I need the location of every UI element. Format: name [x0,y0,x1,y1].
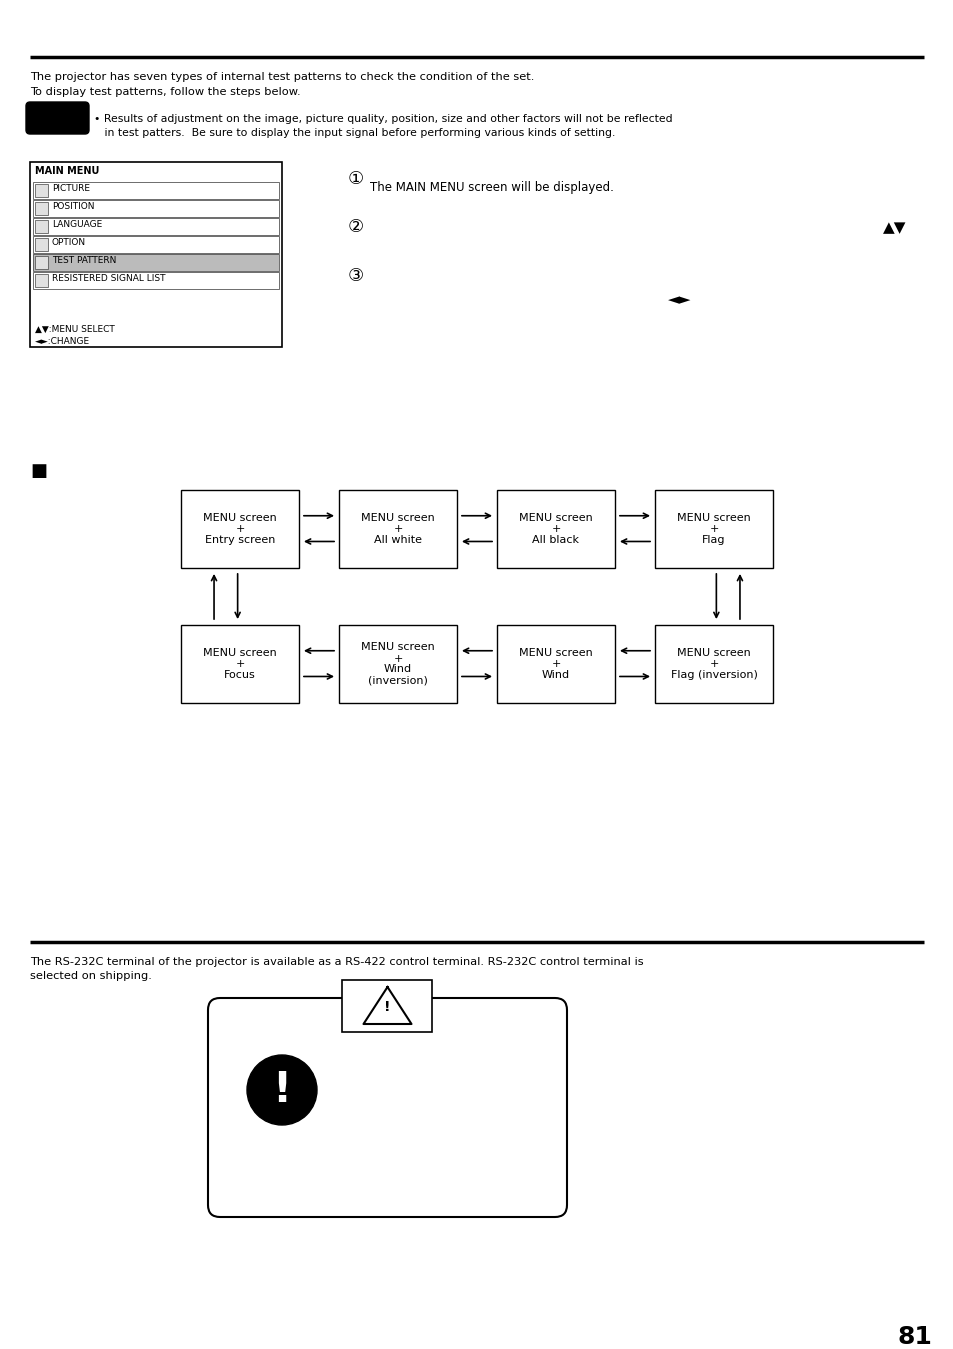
Bar [342,979,432,1032]
Circle shape [247,1055,316,1125]
Text: MAIN MENU: MAIN MENU [35,166,99,175]
Text: PICTURE: PICTURE [52,183,90,193]
Text: ①: ① [348,170,364,188]
Bar [35,274,48,287]
Bar [338,490,456,568]
Text: All black: All black [532,536,578,545]
Bar [497,625,615,703]
Text: ③: ③ [348,267,364,285]
Text: All white: All white [374,536,421,545]
Text: The RS-232C terminal of the projector is available as a RS-422 control terminal.: The RS-232C terminal of the projector is… [30,956,643,967]
Bar [35,237,48,251]
Text: The MAIN MENU screen will be displayed.: The MAIN MENU screen will be displayed. [370,181,613,194]
Text: Flag (inversion): Flag (inversion) [670,670,757,680]
Text: MENU screen: MENU screen [518,513,592,523]
Text: +: + [551,523,560,534]
Bar [33,272,278,289]
Text: POSITION: POSITION [52,202,94,210]
Text: RESISTERED SIGNAL LIST: RESISTERED SIGNAL LIST [52,274,165,283]
Text: MENU screen: MENU screen [518,648,592,658]
Text: !: ! [273,1068,292,1112]
Bar [35,202,48,214]
Text: Wind: Wind [383,665,412,674]
Bar [655,490,772,568]
Bar [33,236,278,254]
Bar [30,162,282,347]
Text: The projector has seven types of internal test patterns to check the condition o: The projector has seven types of interna… [30,71,534,82]
Bar [181,490,298,568]
Text: +: + [235,523,244,534]
Text: ◄►: ◄► [667,291,691,308]
Text: +: + [393,523,402,534]
Text: MENU screen: MENU screen [361,642,435,653]
Text: +: + [393,653,402,664]
Text: in test patters.  Be sure to display the input signal before performing various : in test patters. Be sure to display the … [94,128,615,138]
Text: +: + [235,660,244,669]
Text: ②: ② [348,219,364,236]
Bar [33,182,278,200]
Text: !: ! [384,1001,391,1014]
Text: ◄►:CHANGE: ◄►:CHANGE [35,337,90,345]
Text: ▲▼: ▲▼ [882,220,905,235]
Bar [33,200,278,217]
Text: 81: 81 [897,1325,931,1349]
Bar [33,254,278,271]
Bar [35,256,48,268]
Text: +: + [551,660,560,669]
Text: MENU screen: MENU screen [361,513,435,523]
Text: To display test patterns, follow the steps below.: To display test patterns, follow the ste… [30,86,300,97]
Text: (inversion): (inversion) [368,676,428,685]
Text: ▲▼:MENU SELECT: ▲▼:MENU SELECT [35,325,114,335]
Bar [338,625,456,703]
Text: LANGUAGE: LANGUAGE [52,220,102,229]
FancyBboxPatch shape [208,998,566,1217]
Text: TEST PATTERN: TEST PATTERN [52,256,116,264]
Text: MENU screen: MENU screen [203,513,276,523]
Bar [655,625,772,703]
Bar [181,625,298,703]
Text: Wind: Wind [541,670,570,680]
Text: selected on shipping.: selected on shipping. [30,971,152,981]
Text: Entry screen: Entry screen [205,536,274,545]
Bar [497,490,615,568]
Text: +: + [709,523,718,534]
FancyBboxPatch shape [26,103,89,134]
Text: MENU screen: MENU screen [677,648,750,658]
Bar [35,183,48,197]
Text: Flag: Flag [701,536,725,545]
Text: +: + [709,660,718,669]
Text: MENU screen: MENU screen [203,648,276,658]
Bar [35,220,48,233]
Bar [33,254,278,271]
Text: MENU screen: MENU screen [677,513,750,523]
Text: OPTION: OPTION [52,237,86,247]
Text: Focus: Focus [224,670,255,680]
Bar [33,219,278,235]
Text: • Results of adjustment on the image, picture quality, position, size and other : • Results of adjustment on the image, pi… [94,115,672,124]
Text: ■: ■ [30,461,47,480]
